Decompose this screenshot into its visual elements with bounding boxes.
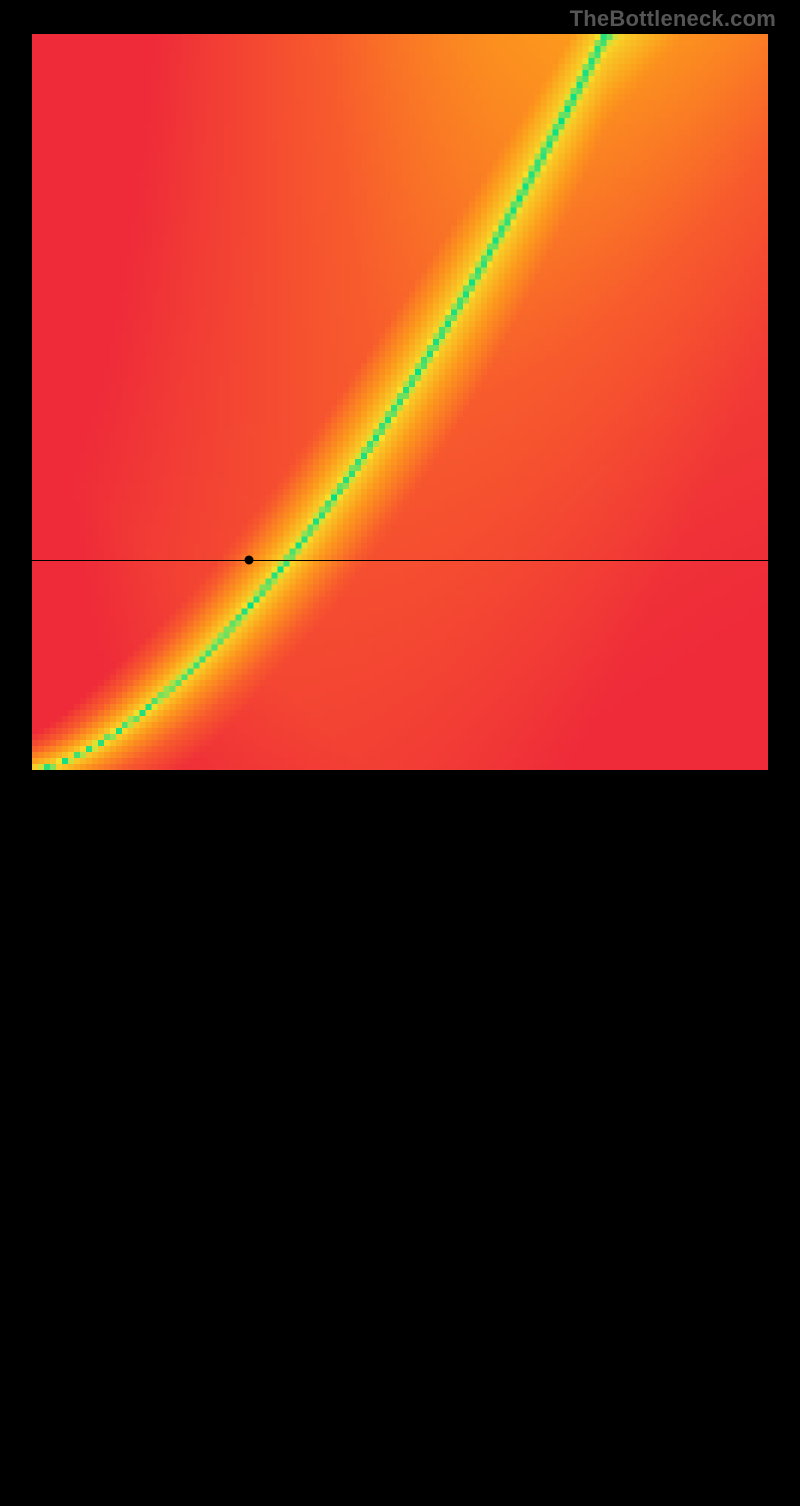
crosshair-marker [245,556,254,565]
watermark-text: TheBottleneck.com [570,6,776,32]
heatmap-plot-area [32,34,768,770]
crosshair-vertical [249,770,250,1506]
crosshair-horizontal [32,560,768,561]
heatmap-canvas [32,34,768,770]
